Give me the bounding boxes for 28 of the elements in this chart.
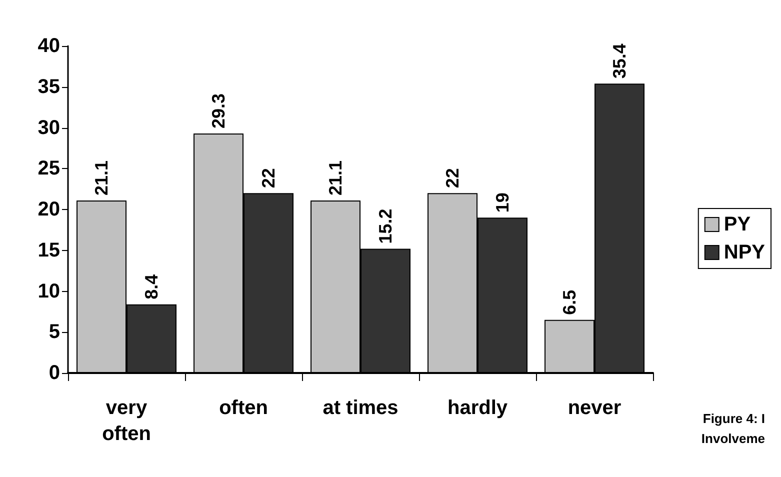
y-tick-label: 30 [38,116,60,139]
x-tick-label: never [568,397,622,419]
data-label: 21.1 [92,160,112,196]
y-tick-label: 40 [38,35,60,57]
y-tick-label: 25 [38,158,60,180]
data-label: 35.4 [610,44,630,79]
x-tick-label: often [219,397,268,419]
legend-label: NPY [724,242,766,264]
y-tick-label: 20 [38,198,60,220]
data-label: 19 [492,192,512,213]
y-tick-label: 15 [38,239,60,262]
x-tick-label: very often [102,397,151,445]
data-label: 15.2 [376,208,396,244]
caption: Figure 4: I [702,411,766,426]
x-tick-label: hardly [447,397,508,419]
text: Involveme [701,431,766,446]
y-tick-label: 10 [38,280,60,302]
y-tick-label: 5 [48,321,60,344]
data-label: 29.3 [208,93,228,128]
x-tick-label: at times [322,397,398,419]
y-tick-label: 35 [38,76,60,98]
y-tick-label: 0 [48,362,60,384]
data-label: 8.4 [142,274,162,300]
data-label: 6.5 [560,290,580,315]
data-label: 21.1 [326,160,346,196]
data-label: 22 [442,168,462,188]
data-label: 22 [258,168,278,188]
legend-label: PY [724,214,752,236]
